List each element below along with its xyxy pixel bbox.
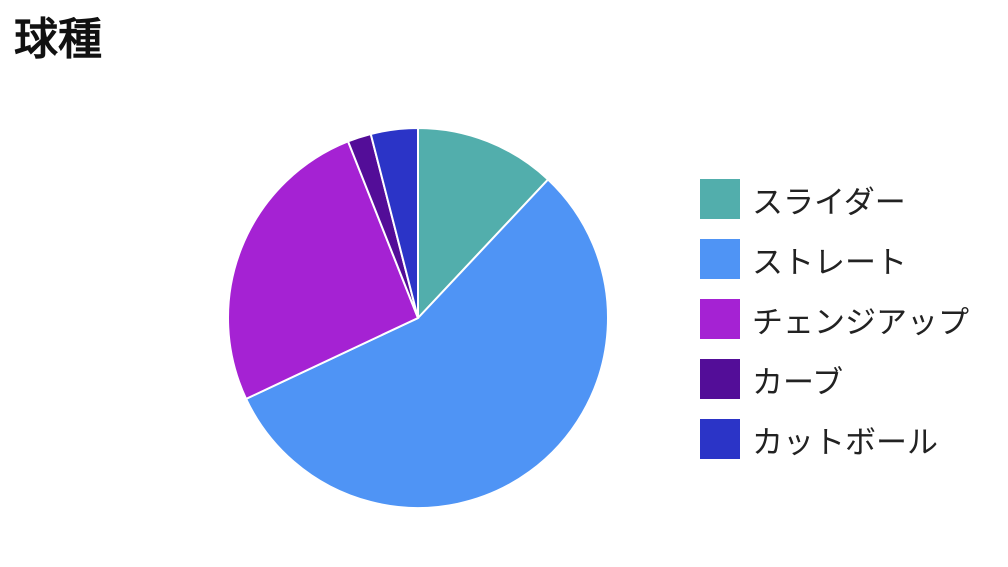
legend-item-curve[interactable]: カーブ — [700, 358, 969, 401]
legend-label: チェンジアップ — [752, 304, 969, 341]
legend-item-slider[interactable]: スライダー — [700, 178, 969, 221]
legend-swatch — [700, 419, 740, 459]
pie-slice-slider[interactable] — [417, 126, 550, 321]
legend-label: スライダー — [752, 184, 906, 221]
legend-swatch — [700, 179, 740, 219]
legend-label: カットボール — [752, 424, 938, 461]
legend-item-cutball[interactable]: カットボール — [700, 418, 969, 461]
chart-title: 球種 — [14, 14, 102, 65]
legend-swatch — [700, 239, 740, 279]
legend-label: カーブ — [752, 364, 844, 401]
legend: スライダー ストレート チェンジアップ カーブ カットボール — [700, 178, 969, 478]
legend-label: ストレート — [752, 244, 907, 281]
pie-slice-changeup[interactable] — [227, 140, 420, 401]
pie-slice-straight[interactable] — [244, 178, 609, 509]
pie-slice-cutball[interactable] — [369, 126, 419, 319]
legend-item-changeup[interactable]: チェンジアップ — [700, 298, 969, 341]
legend-swatch — [700, 299, 740, 339]
legend-swatch — [700, 359, 740, 399]
legend-item-straight[interactable]: ストレート — [700, 238, 969, 281]
